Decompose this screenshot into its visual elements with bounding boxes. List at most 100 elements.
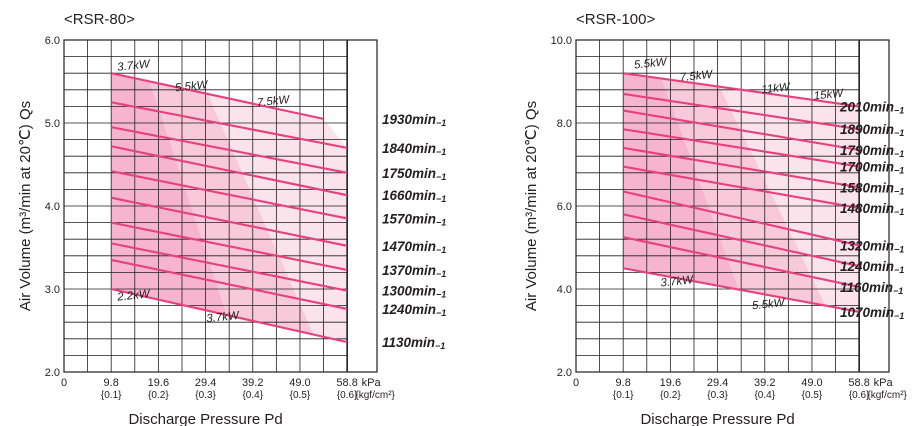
speed-curve-1570min (110, 170, 348, 220)
speed-label-sub: −1 (894, 149, 904, 159)
power-label: 2.2kW (116, 288, 152, 304)
x-tick-label: 9.8 (616, 377, 631, 389)
x-tick-sublabel: {0.4} (754, 390, 775, 401)
y-tick-label: 2.0 (557, 367, 572, 379)
power-band-mid (149, 81, 314, 335)
speed-label-sub: −1 (894, 128, 904, 138)
x-tick-label: 0 (61, 377, 67, 389)
power-label: 3.7kW (206, 310, 241, 325)
speed-label-sub: −1 (436, 118, 446, 128)
x-unit-label: kPa (362, 377, 382, 389)
x-tick-sublabel: {0.5} (802, 390, 823, 401)
speed-curve-1700min (623, 128, 860, 168)
y-tick-label: 8.0 (557, 118, 572, 130)
y-tick-label: 10.0 (551, 35, 572, 47)
chart-panel-rsr-80: 1930min−1 1840min−1 1750min−1 1660min−1 1570… (17, 11, 446, 426)
speed-label: 1240min−1 (382, 302, 446, 318)
x-tick-label: 19.6 (660, 377, 681, 389)
speed-curve-2010min (623, 72, 860, 108)
speed-label-sub: −1 (894, 186, 904, 196)
y-tick-label: 2.0 (45, 367, 60, 379)
speed-label: 1750min−1 (382, 166, 446, 182)
y-tick-label: 5.0 (45, 118, 60, 130)
speed-curve-1130min (110, 287, 348, 344)
speed-label-sub: −1 (894, 265, 904, 275)
speed-label-sub: −1 (436, 269, 446, 279)
power-label: 5.5kW (751, 297, 786, 312)
power-label: 7.5kW (679, 69, 714, 84)
speed-label: 1320min−1 (840, 238, 904, 254)
speed-curve-1580min (623, 146, 860, 189)
x-axis-label: Discharge Pressure Pd (640, 411, 794, 426)
x-tick-label: 29.4 (707, 377, 728, 389)
x-tick-sublabel: {0.3} (195, 390, 216, 401)
x-tick-sublabel: {0.5} (290, 390, 311, 401)
speed-label-sub: −1 (436, 147, 446, 157)
x-tick-label: 9.8 (104, 377, 119, 389)
speed-label-sub: −1 (894, 166, 904, 176)
power-band-low (623, 73, 739, 290)
chart-title: <RSR-80> (64, 11, 135, 28)
speed-label: 2010min−1 (839, 99, 904, 115)
x-tick-label: 0 (573, 377, 579, 389)
y-axis-label: Air Volume (m³/min at 20℃) Qs (523, 101, 540, 311)
speed-label: 1890min−1 (840, 122, 904, 138)
speed-curve-1300min (110, 242, 348, 292)
x-unit-sublabel: {kgf/cm²} (355, 390, 395, 401)
power-label: 3.7kW (660, 274, 695, 289)
y-axis-label: Air Volume (m³/min at 20℃) Qs (17, 101, 34, 311)
y-tick-label: 4.0 (557, 284, 572, 296)
x-unit-label: kPa (874, 377, 894, 389)
x-tick-sublabel: {0.6} (849, 390, 870, 401)
speed-label-sub: −1 (893, 286, 903, 296)
x-tick-sublabel: {0.3} (707, 390, 728, 401)
speed-curve-1070min (623, 267, 860, 313)
x-tick-sublabel: {0.1} (613, 390, 634, 401)
speed-curve-1370min (110, 221, 348, 271)
speed-label: 1580min−1 (840, 180, 904, 196)
x-tick-label: 58.8 (848, 377, 869, 389)
speed-label: 1840min−1 (382, 141, 446, 157)
x-tick-label: 58.8 (336, 377, 357, 389)
power-label: 11kW (761, 81, 792, 96)
speed-label: 1700min−1 (840, 160, 904, 176)
speed-label-sub: −1 (436, 172, 446, 182)
x-tick-label: 49.0 (801, 377, 822, 389)
x-tick-sublabel: {0.1} (101, 390, 122, 401)
speed-label: 1480min−1 (840, 201, 904, 217)
x-tick-label: 19.6 (148, 377, 169, 389)
plot-frame (63, 39, 378, 373)
speed-label-sub: −1 (436, 245, 446, 255)
y-tick-label: 3.0 (45, 284, 60, 296)
speed-curve-1480min (623, 165, 860, 210)
speed-label-sub: −1 (894, 105, 904, 115)
speed-label: 1240min−1 (840, 259, 904, 275)
speed-label: 1370min−1 (382, 263, 446, 279)
x-tick-label: 49.0 (289, 377, 310, 389)
power-label: 5.5kW (174, 79, 209, 94)
y-tick-label: 4.0 (45, 201, 60, 213)
speed-label: 1570min−1 (382, 211, 446, 227)
speed-curve-1240min (110, 258, 348, 310)
speed-label-sub: −1 (436, 308, 446, 318)
chart-title: <RSR-100> (576, 11, 655, 28)
y-tick-label: 6.0 (557, 201, 572, 213)
speed-curve-1660min (110, 145, 348, 197)
speed-label-sub: −1 (436, 217, 446, 227)
x-tick-sublabel: {0.2} (660, 390, 681, 401)
speed-label-sub: −1 (894, 311, 904, 321)
speed-label-sub: −1 (436, 194, 446, 204)
x-tick-sublabel: {0.2} (148, 390, 169, 401)
speed-label-sub: −1 (435, 341, 445, 351)
speed-label-sub: −1 (894, 244, 904, 254)
speed-label: 1160min−1 (840, 280, 903, 296)
speed-label: 1130min−1 (382, 335, 445, 351)
speed-curve-1160min (622, 236, 860, 288)
x-tick-label: 29.4 (195, 377, 216, 389)
speed-label-sub: −1 (436, 290, 446, 300)
speed-label: 1070min−1 (840, 305, 904, 321)
speed-curve-1790min (623, 109, 860, 152)
speed-label: 1300min−1 (382, 284, 446, 300)
